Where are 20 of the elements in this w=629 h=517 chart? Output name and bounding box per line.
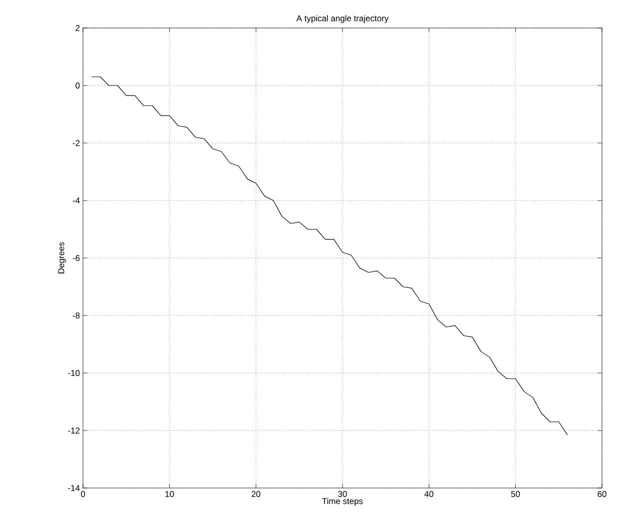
x-tick-label: 40	[424, 491, 434, 498]
y-tick-label: -12	[68, 428, 80, 434]
y-tick-label: 2	[76, 25, 80, 31]
x-tick-label: 30	[338, 491, 347, 498]
y-tick-label: 0	[76, 82, 80, 88]
y-tick-label: -14	[68, 485, 80, 491]
x-tick-label: 50	[511, 491, 520, 498]
x-axis-title: Time steps	[322, 498, 363, 506]
y-tick-label: -10	[68, 370, 80, 376]
y-tick-label: -2	[72, 140, 80, 146]
y-tick-label: -4	[72, 198, 80, 204]
x-tick-label: 10	[165, 491, 174, 498]
x-tick-label: 20	[252, 491, 260, 498]
y-tick-label: -6	[72, 255, 80, 261]
line-series	[91, 76, 568, 436]
x-tick-label: 60	[598, 491, 606, 498]
x-tick-label: 0	[80, 491, 86, 498]
y-axis-title: Degrees	[58, 242, 66, 274]
y-tick-label: -8	[72, 312, 80, 318]
chart-title: A typical angle trajectory	[296, 15, 389, 23]
